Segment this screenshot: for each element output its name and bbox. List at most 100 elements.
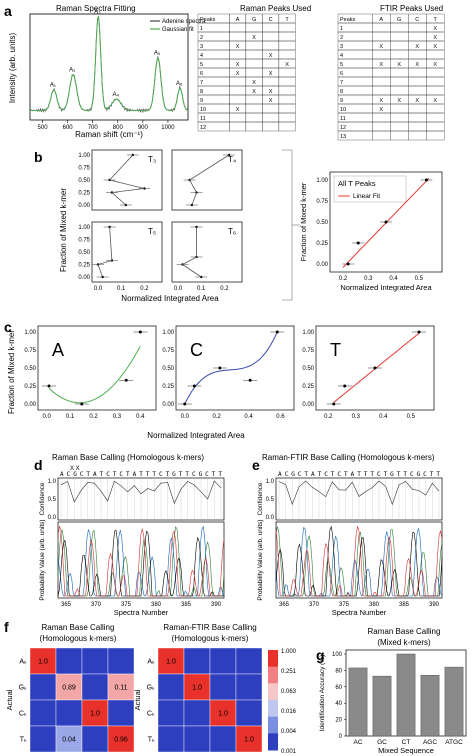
panel-c-xlabel: Normalized Integrated Area (147, 431, 245, 440)
table-cell (245, 103, 263, 114)
table-cell (426, 76, 445, 87)
table-cell (229, 121, 247, 132)
bar (348, 667, 368, 737)
y-tick-label: 0.75 (302, 348, 314, 354)
x-tick-label: 390 (211, 602, 222, 608)
matrix-cell (55, 647, 83, 675)
table-cell (372, 67, 391, 78)
data-point (218, 366, 222, 370)
colorbar-segment (268, 650, 278, 668)
x-tick-label: 385 (399, 602, 410, 608)
y-tick-label: 80 (335, 668, 342, 674)
panel-g-letter: g (316, 647, 325, 663)
table-cell (390, 76, 409, 87)
all-t-xlabel: Normalized Integrated Area (340, 283, 432, 292)
y-tick-label: 20 (335, 718, 342, 724)
table-cell (278, 103, 296, 114)
x-tick-label: 0.1 (66, 414, 75, 420)
table-cell-text: 8 (340, 89, 343, 95)
bar (444, 666, 464, 737)
matrix-value: 0.04 (62, 737, 76, 744)
subplot-frame (175, 325, 295, 411)
base-probability-trace (57, 525, 225, 597)
panel-e-letter: e (252, 457, 260, 473)
matrix-cell (55, 673, 83, 701)
table-cell (372, 76, 391, 87)
table-cell (390, 103, 409, 114)
table-cell (337, 94, 373, 105)
confidence-label: Confidence (257, 482, 264, 515)
matrix-cell (29, 647, 57, 675)
table-cell-text: A (236, 17, 240, 23)
table-cell-text: 12 (340, 125, 346, 131)
y-tick-label: 1.00 (78, 153, 90, 159)
matrix-cell (107, 725, 135, 753)
y-tick-label: 40 (335, 701, 342, 707)
table-cell-text: X (397, 62, 401, 68)
table-cell (426, 67, 445, 78)
table-cell-text: X (236, 71, 240, 77)
table-cell-text: Peaks (340, 17, 356, 23)
table-cell (337, 76, 373, 87)
table-cell-text: X (379, 62, 383, 68)
raman-ylabel: Intensity (arb. units) (8, 33, 17, 104)
panel-b-letter: b (34, 149, 43, 165)
x-tick-label: 0.3 (364, 276, 373, 282)
matrix-value: 1.0 (166, 659, 176, 666)
subplot-frame (315, 325, 435, 411)
matrix-value: 1.0 (218, 711, 228, 718)
all-t-ylabel: Fraction of Mixed k-mer (299, 182, 308, 261)
table-cell (229, 31, 247, 42)
table-cell-text: 7 (340, 80, 343, 86)
probability-label: Probability Value (arb. units) (39, 519, 46, 600)
x-tick-label: 0.0 (174, 286, 183, 292)
table-cell (390, 31, 409, 42)
peak-label: A₁ (50, 83, 56, 89)
table-cell-text: 7 (200, 80, 203, 86)
y-tick-label: 60 (335, 685, 342, 691)
y-tick-label: 100 (332, 652, 343, 658)
y-tick-label: 0.75 (24, 348, 36, 354)
fit-curve (48, 346, 141, 404)
matrix-cell (183, 725, 211, 753)
table-cell-text: X (433, 44, 437, 50)
x-tick-label: 0.4 (379, 414, 388, 420)
table-cell (262, 40, 280, 51)
table-cell-text: X (433, 35, 437, 41)
table-cell-text: 1 (200, 26, 203, 32)
table-cell-text: 8 (200, 89, 203, 95)
table-cell (245, 58, 263, 69)
matrix-value: 1.0 (244, 737, 254, 744)
table-cell (372, 22, 391, 33)
y-tick-label: 1.00 (78, 225, 90, 231)
table-cell-text: 3 (340, 44, 343, 50)
subplot-frame (91, 221, 163, 283)
table-cell-text: 11 (200, 116, 206, 122)
row-label: Cₖ (19, 711, 27, 718)
x-tick-label: 0.5 (407, 414, 416, 420)
table-cell (390, 121, 409, 132)
subplot-frame (171, 149, 243, 211)
table-cell (229, 22, 247, 33)
table-cell-text: X (379, 98, 383, 104)
raman-spectra-title: Raman Spectra Fitting (56, 4, 136, 13)
table-cell (408, 76, 427, 87)
colorbar-tick: 0.016 (281, 709, 297, 715)
x-tick-label: 0.2 (339, 276, 348, 282)
table-cell (372, 130, 391, 141)
all-t-legend (333, 175, 407, 203)
matrix-cell (157, 725, 185, 753)
table-cell-text: Peaks (200, 17, 216, 23)
x-tick-label: 1000 (161, 125, 175, 131)
table-cell-text: X (252, 89, 256, 95)
x-tick-label: 0.1 (117, 286, 126, 292)
matrix-cell (157, 673, 185, 701)
y-tick-label: 0.50 (24, 366, 36, 372)
row-label: Tₖ (148, 737, 155, 744)
t-peak-subplots: T₃ 0.00 0.25 0.50 0.75 1.00 T₄ T₅ 0.00 0.25 0.50 0.… (78, 149, 243, 292)
y-tick-label: 0.25 (78, 191, 90, 197)
x-tick-label: 370 (91, 602, 102, 608)
y-axis-label: Identification Accuracy (%) (319, 655, 326, 732)
table-cell (426, 130, 445, 141)
